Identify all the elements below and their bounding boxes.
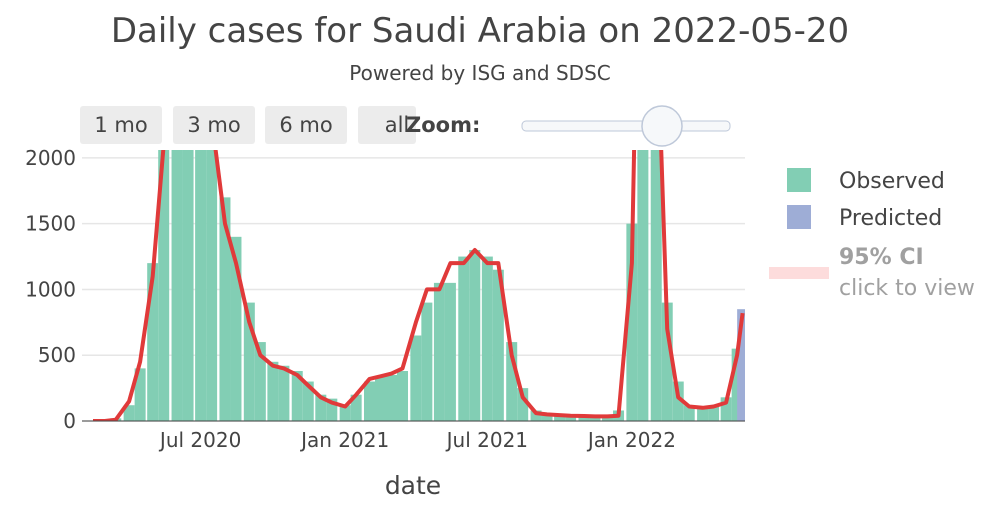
bar (708, 406, 720, 421)
button-label[interactable]: 1 mo (94, 113, 147, 137)
bar (123, 405, 135, 421)
bar (481, 256, 493, 421)
zoom-handle[interactable] (641, 105, 683, 147)
y-tick-label: 2000 (25, 146, 76, 170)
bar (541, 413, 553, 421)
bar (267, 361, 279, 421)
bar (661, 302, 673, 421)
y-tick-label: 0 (63, 409, 76, 433)
legend-label[interactable]: Predicted (839, 206, 942, 231)
legend-hint[interactable]: click to view (839, 276, 975, 301)
bar (506, 342, 518, 421)
bar (554, 414, 566, 421)
bar (433, 282, 445, 421)
bar (195, 150, 207, 421)
y-tick-label: 500 (38, 343, 76, 367)
x-tick-label: Jul 2020 (158, 428, 241, 452)
range-button[interactable]: 1 mo (80, 106, 162, 144)
bar (565, 415, 577, 421)
button-bg[interactable] (80, 106, 162, 144)
bar (171, 150, 183, 421)
bar (737, 309, 745, 421)
bar (364, 381, 376, 421)
button-label[interactable]: 3 mo (187, 113, 240, 137)
bar (158, 150, 170, 421)
legend-item[interactable]: 95% CI click to view (769, 245, 975, 301)
bar (517, 388, 529, 421)
bar (410, 335, 422, 421)
bar (147, 263, 159, 421)
bar (206, 150, 218, 421)
button-label[interactable]: 6 mo (279, 113, 332, 137)
bar (458, 256, 470, 421)
zoom-label: Zoom: (406, 113, 480, 137)
bar (326, 398, 338, 421)
bar (578, 415, 590, 421)
x-tick-label: Jul 2021 (445, 428, 528, 452)
legend-label[interactable]: Observed (839, 169, 945, 194)
bar (530, 410, 542, 421)
bar (182, 150, 194, 421)
x-axis-label: date (385, 471, 441, 500)
y-tick-label: 1000 (25, 277, 76, 301)
button-bg[interactable] (358, 106, 416, 144)
bar (219, 197, 231, 421)
plot-area (93, 150, 745, 421)
bar (469, 249, 481, 421)
bar (697, 407, 709, 421)
bar (315, 394, 327, 421)
bar (243, 302, 255, 421)
range-button[interactable]: all (358, 106, 416, 144)
bar (720, 397, 732, 421)
bar (637, 150, 649, 421)
button-label[interactable]: all (385, 113, 410, 137)
bar (683, 405, 695, 421)
bar (672, 381, 684, 421)
bar (386, 374, 398, 421)
bar (339, 405, 351, 421)
x-tick-label: Jan 2021 (299, 428, 389, 452)
bar (230, 236, 242, 421)
legend-item[interactable]: Predicted (787, 205, 942, 231)
bar (302, 381, 314, 421)
fit-line (93, 150, 745, 421)
chart-subtitle: Powered by ISG and SDSC (349, 61, 610, 85)
bar (650, 150, 662, 421)
legend-swatch[interactable] (787, 168, 811, 192)
legend-item[interactable]: Observed (787, 168, 945, 194)
bar (492, 269, 504, 421)
legend-label[interactable]: 95% CI (839, 245, 924, 270)
bar (278, 365, 290, 421)
chart-title: Daily cases for Saudi Arabia on 2022-05-… (111, 11, 849, 51)
bar (626, 223, 638, 421)
x-tick-label: Jan 2022 (586, 428, 676, 452)
bar (444, 282, 456, 421)
bar (421, 302, 433, 421)
bar (291, 371, 303, 421)
bar (134, 368, 146, 421)
bar (375, 376, 387, 421)
zoom-track[interactable] (521, 120, 731, 132)
y-tick-label: 1500 (25, 212, 76, 236)
range-button[interactable]: 3 mo (173, 106, 255, 144)
bar (350, 394, 362, 421)
button-bg[interactable] (173, 106, 255, 144)
range-button[interactable]: 6 mo (265, 106, 347, 144)
legend-swatch[interactable] (769, 267, 829, 279)
legend-swatch[interactable] (787, 205, 811, 229)
button-bg[interactable] (265, 106, 347, 144)
bar (254, 342, 266, 421)
bar (397, 371, 409, 421)
